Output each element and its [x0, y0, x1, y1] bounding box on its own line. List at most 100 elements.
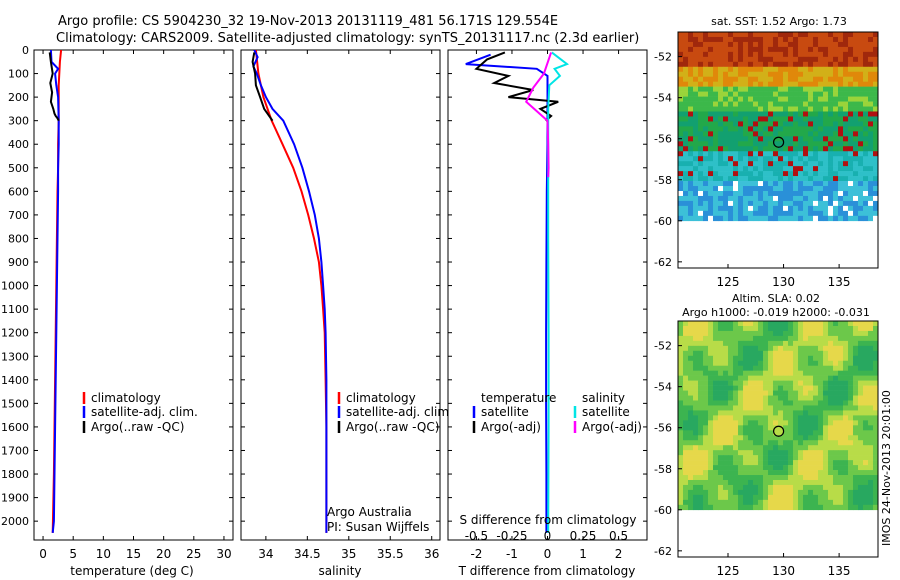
heatmap-cell: [818, 325, 824, 332]
heatmap-cell: [868, 32, 874, 38]
heatmap-cell: [838, 425, 844, 431]
heatmap-cell: [698, 111, 704, 117]
heatmap-cell: [773, 390, 779, 396]
heatmap-cell: [848, 489, 854, 496]
heatmap-cell: [873, 360, 879, 367]
heatmap-cell: [713, 440, 719, 446]
heatmap-cell: [843, 166, 849, 172]
heatmap-cell: [813, 200, 819, 207]
heatmap-cell: [858, 475, 864, 481]
heatmap-cell: [708, 445, 714, 451]
heatmap-cell: [703, 176, 709, 182]
heatmap-cell: [758, 355, 764, 362]
heatmap-cell: [738, 32, 744, 38]
heatmap-cell: [733, 81, 739, 87]
heatmap-cell: [723, 181, 729, 187]
heatmap-cell: [693, 420, 699, 426]
heatmap-cell: [823, 345, 829, 352]
heatmap-cell: [813, 425, 819, 431]
heatmap-cell: [678, 51, 684, 58]
heatmap-cell: [753, 400, 759, 406]
heatmap-cell: [693, 504, 699, 511]
heatmap-cell: [833, 51, 839, 58]
heatmap-cell: [803, 141, 809, 147]
heatmap-cell: [808, 51, 814, 58]
heatmap-cell: [678, 365, 684, 371]
heatmap-cell: [788, 91, 794, 97]
heatmap-cell: [868, 76, 874, 82]
heatmap-cell: [773, 365, 779, 371]
heatmap-cell: [738, 415, 744, 421]
heatmap-cell: [688, 390, 694, 396]
heatmap-cell: [868, 321, 874, 327]
heatmap-cell: [818, 410, 824, 416]
heatmap-cell: [683, 81, 689, 87]
heatmap-cell: [698, 499, 704, 506]
map-x-tick-label: 125: [717, 275, 740, 289]
heatmap-cell: [698, 51, 704, 58]
heatmap-cell: [778, 365, 784, 371]
heatmap-cell: [853, 41, 859, 48]
heatmap-cell: [788, 400, 794, 406]
sla-map-axis-ticks: 125 130 135-52-54-56-58-60-62: [654, 340, 851, 578]
heatmap-cell: [728, 410, 734, 416]
heatmap-cell: [848, 81, 854, 87]
heatmap-cell: [783, 330, 789, 337]
heatmap-cell: [683, 415, 689, 421]
heatmap-cell: [803, 494, 809, 501]
heatmap-cell: [858, 504, 864, 511]
heatmap-cell: [758, 365, 764, 371]
heatmap-cell: [783, 210, 789, 217]
heatmap-cell: [718, 171, 724, 177]
heatmap-cell: [723, 365, 729, 371]
heatmap-cell: [818, 186, 824, 192]
heatmap-cell: [773, 101, 779, 107]
heatmap-cell: [828, 335, 834, 342]
heatmap-cell: [863, 161, 869, 167]
heatmap-cell: [823, 86, 829, 92]
heatmap-cell: [788, 410, 794, 416]
heatmap-cell: [823, 116, 829, 122]
heatmap-cell: [803, 200, 809, 207]
heatmap-cell: [693, 205, 699, 212]
heatmap-cell: [683, 465, 689, 471]
heatmap-cell: [693, 215, 699, 222]
heatmap-cell: [733, 430, 739, 436]
heatmap-cell: [768, 340, 774, 347]
heatmap-cell: [768, 415, 774, 421]
heatmap-cell: [703, 141, 709, 147]
heatmap-cell: [778, 470, 784, 476]
heatmap-cell: [798, 66, 804, 73]
heatmap-cell: [778, 340, 784, 347]
heatmap-cell: [858, 126, 864, 132]
heatmap-cell: [688, 405, 694, 411]
heatmap-cell: [743, 440, 749, 446]
heatmap-cell: [728, 56, 734, 63]
heatmap-cell: [833, 61, 839, 68]
heatmap-cell: [708, 420, 714, 426]
heatmap-cell: [778, 335, 784, 342]
heatmap-cell: [868, 186, 874, 192]
heatmap-cell: [703, 161, 709, 167]
heatmap-cell: [833, 489, 839, 496]
heatmap-cell: [703, 136, 709, 142]
heatmap-cell: [728, 345, 734, 352]
heatmap-cell: [843, 390, 849, 396]
heatmap-cell: [718, 36, 724, 43]
heatmap-cell: [788, 350, 794, 357]
heatmap-cell: [758, 435, 764, 441]
heatmap-cell: [683, 71, 689, 78]
heatmap-cell: [868, 360, 874, 367]
heatmap-cell: [843, 51, 849, 58]
heatmap-cell: [683, 380, 689, 386]
heatmap-cell: [768, 71, 774, 78]
heatmap-cell: [773, 121, 779, 127]
heatmap-cell: [813, 499, 819, 506]
heatmap-cell: [838, 375, 844, 381]
heatmap-cell: [783, 380, 789, 386]
heatmap-cell: [718, 475, 724, 481]
heatmap-cell: [848, 504, 854, 511]
heatmap-cell: [863, 375, 869, 381]
heatmap-cell: [753, 370, 759, 376]
heatmap-cell: [718, 146, 724, 152]
